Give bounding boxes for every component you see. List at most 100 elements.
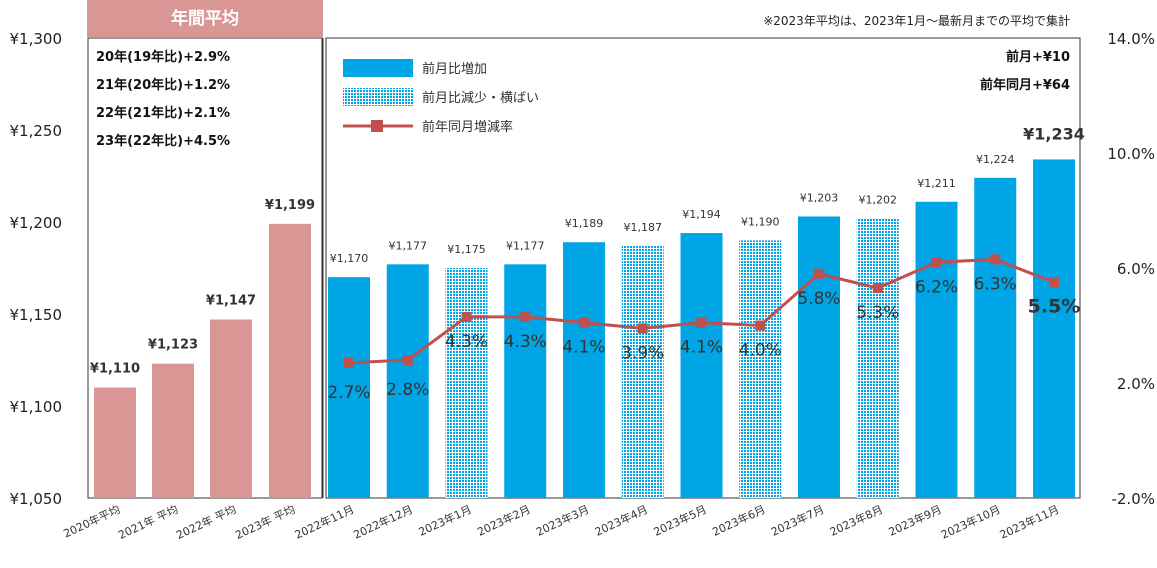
annual-bars xyxy=(94,223,311,498)
yoy-marker xyxy=(696,317,707,328)
annual-category-label: 2022年 平均 xyxy=(174,502,238,542)
y-left-tick-label: ¥1,150 xyxy=(10,306,63,324)
y-left-tick-label: ¥1,050 xyxy=(10,490,63,508)
monthly-value-label: ¥1,194 xyxy=(682,208,721,221)
monthly-bar-increase xyxy=(563,242,605,498)
yoy-rate-label: 2.8% xyxy=(386,380,429,400)
monthly-bar-increase xyxy=(1033,159,1075,498)
annual-header-band xyxy=(87,0,323,37)
yoy-marker xyxy=(520,311,531,322)
yoy-rate-label: 4.0% xyxy=(739,341,782,361)
y-left-tick-label: ¥1,300 xyxy=(10,30,63,48)
yoy-marker xyxy=(402,355,413,365)
annual-value-label: ¥1,147 xyxy=(206,294,256,309)
monthly-bar-increase xyxy=(974,177,1017,498)
yoy-marker xyxy=(931,257,942,268)
legend-label-increase: 前月比増加 xyxy=(422,61,487,77)
yoy-rate-label: 4.3% xyxy=(504,332,547,352)
monthly-category-label: 2023年10月 xyxy=(939,502,1003,542)
legend-label-decrease: 前月比減少・横ばい xyxy=(422,90,539,106)
yoy-rate-label: 6.2% xyxy=(915,277,958,297)
y-right-tick-label: 6.0% xyxy=(1117,260,1155,278)
annual-note-4: 23年(22年比)+4.5% xyxy=(96,133,230,149)
y-right-tick-label: 2.0% xyxy=(1117,375,1155,393)
monthly-value-label: ¥1,190 xyxy=(741,215,780,228)
monthly-category-label: 2022年11月 xyxy=(292,502,356,542)
yoy-rate-label: 2.7% xyxy=(327,383,370,403)
yoy-rate-label: 5.8% xyxy=(797,289,840,309)
legend-swatch-decrease xyxy=(343,88,413,106)
monthly-value-label: ¥1,177 xyxy=(389,239,428,252)
monthly-category-label: 2023年2月 xyxy=(475,502,533,539)
y-right-tick-label: 14.0% xyxy=(1107,30,1155,48)
yoy-rate-label: 6.3% xyxy=(974,274,1017,294)
summary-prev-month: 前月+¥10 xyxy=(1006,49,1070,65)
yoy-rate-label: 5.3% xyxy=(856,303,899,323)
annual-category-label: 2021年 平均 xyxy=(116,502,180,542)
chart-note: ※2023年平均は、2023年1月～最新月までの平均で集計 xyxy=(763,13,1070,28)
value-labels: ¥1,110 ¥1,123 ¥1,147 ¥1,199 ¥1,170 ¥1,177 ¥1,1… xyxy=(90,124,1085,402)
monthly-bar-decrease xyxy=(621,245,664,498)
annual-category-label: 2020年平均 xyxy=(61,502,122,540)
monthly-value-label: ¥1,177 xyxy=(506,239,545,252)
yoy-marker xyxy=(461,311,472,322)
monthly-category-label: 2023年4月 xyxy=(592,502,650,539)
yoy-marker xyxy=(637,323,648,334)
monthly-bar-increase xyxy=(798,216,840,499)
monthly-value-label: ¥1,202 xyxy=(859,193,898,206)
monthly-value-label: ¥1,189 xyxy=(565,217,604,230)
annual-category-label: 2023年 平均 xyxy=(233,502,297,542)
yoy-rate-label: 4.1% xyxy=(562,338,605,358)
annual-value-label: ¥1,123 xyxy=(148,338,198,353)
monthly-category-label: 2023年5月 xyxy=(651,502,709,539)
monthly-category-label: 2023年3月 xyxy=(534,502,592,539)
annual-header-label: 年間平均 xyxy=(171,8,239,29)
yoy-marker xyxy=(755,320,766,331)
annual-value-label: ¥1,199 xyxy=(265,198,315,213)
yoy-marker xyxy=(814,268,824,279)
monthly-value-label: ¥1,234 xyxy=(1023,124,1085,143)
monthly-category-label: 2023年11月 xyxy=(997,502,1061,542)
yoy-rate-label: 4.3% xyxy=(445,332,488,352)
annual-note-2: 21年(20年比)+1.2% xyxy=(96,77,230,93)
monthly-value-label: ¥1,170 xyxy=(330,252,369,265)
monthly-value-label: ¥1,175 xyxy=(447,243,486,256)
y-right-tick-label: 10.0% xyxy=(1107,145,1155,163)
monthly-category-label: 2023年7月 xyxy=(769,502,827,539)
monthly-bar-increase xyxy=(504,264,547,498)
annual-box xyxy=(87,37,323,499)
yoy-marker xyxy=(579,317,589,328)
legend-marker-yoy xyxy=(371,120,383,132)
yoy-marker xyxy=(990,254,1001,265)
monthly-bars xyxy=(328,159,1075,499)
yoy-marker xyxy=(872,283,883,294)
monthly-bar-increase xyxy=(328,277,370,498)
annual-bar xyxy=(94,387,136,498)
yoy-rate-label: 5.5% xyxy=(1028,295,1081,317)
monthly-value-label: ¥1,187 xyxy=(624,221,663,234)
monthly-bar-increase xyxy=(915,201,958,498)
monthly-bar-decrease xyxy=(856,218,899,498)
legend-label-yoy: 前年同月増減率 xyxy=(422,119,513,135)
y-right-tick-label: -2.0% xyxy=(1111,490,1155,508)
monthly-value-label: ¥1,203 xyxy=(800,191,839,204)
y-left-tick-label: ¥1,200 xyxy=(10,214,63,232)
yoy-line-layer xyxy=(344,254,1059,368)
yoy-rate-label: 4.1% xyxy=(680,338,723,358)
annual-bar xyxy=(210,319,252,498)
monthly-category-label: 2023年1月 xyxy=(416,502,474,539)
summary-prev-year: 前年同月+¥64 xyxy=(980,77,1070,93)
annual-note-1: 20年(19年比)+2.9% xyxy=(96,49,230,65)
y-left-tick-label: ¥1,100 xyxy=(10,398,63,416)
legend-swatch-increase xyxy=(343,59,413,77)
annual-bar xyxy=(269,223,311,498)
monthly-category-label: 2023年9月 xyxy=(886,502,944,539)
legend: 前月比増加 前月比減少・横ばい 前年同月増減率 xyxy=(343,59,539,135)
yoy-marker xyxy=(1049,277,1059,288)
annual-value-label: ¥1,110 xyxy=(90,362,140,377)
yoy-rate-label: 3.9% xyxy=(621,343,664,363)
annual-bar xyxy=(152,363,194,498)
monthly-category-label: 2022年12月 xyxy=(351,502,415,542)
monthly-category-label: 2023年8月 xyxy=(827,502,885,539)
